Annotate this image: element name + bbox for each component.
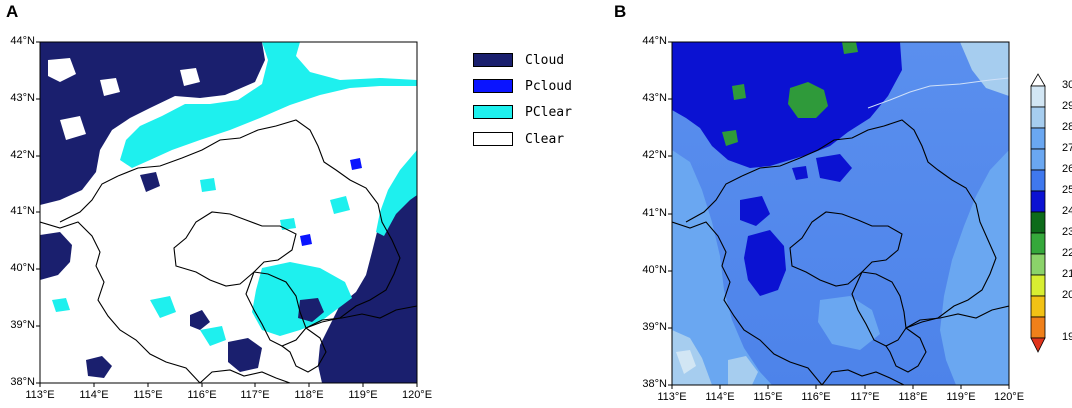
cloud-region-nw [40, 42, 265, 205]
boundaries-a [40, 119, 417, 383]
cloud-patch-s [86, 356, 112, 378]
colorbar-tick-230: 230 [1062, 226, 1072, 238]
panel-a-label: A [6, 2, 19, 21]
colorbar-tick-200: 200 [1062, 289, 1072, 301]
legend-label-cloud: Cloud [525, 52, 565, 68]
lat-label-a-41: 41°N [10, 205, 35, 217]
pclear-fringe-south [252, 262, 352, 336]
legend-item-pclear: PClear [473, 103, 572, 121]
colorbar-tick-290: 290 [1062, 100, 1072, 112]
legend-item-cloud: Cloud [473, 51, 564, 69]
legend-item-pcloud: Pcloud [473, 77, 572, 95]
legend-label-clear: Clear [525, 131, 565, 147]
cloud-patch-sw [228, 338, 262, 372]
cloud-region-w [40, 232, 72, 280]
lat-label-b-40: 40°N [642, 264, 667, 276]
colorbar-tick-280: 280 [1062, 121, 1072, 133]
legend-label-pclear: PClear [525, 104, 572, 120]
lon-label-b-120: 120°E [993, 391, 1025, 403]
colorbar [1030, 73, 1046, 353]
lon-label-b-118: 118°E [898, 391, 928, 403]
lon-label-a-114: 114°E [79, 389, 109, 401]
lon-label-a-115: 115°E [133, 389, 163, 401]
lon-label-b-117: 117°E [850, 391, 880, 403]
colorbar-tick-190: 190 [1062, 331, 1072, 343]
colorbar-tick-270: 270 [1062, 142, 1072, 154]
cloud-region-se [318, 195, 417, 383]
lat-label-b-38: 38°N [642, 378, 667, 390]
field-250-260-central [744, 230, 786, 296]
colorbar-tick-210: 210 [1062, 268, 1072, 280]
lat-label-b-43: 43°N [642, 92, 667, 104]
ticks-a [36, 41, 418, 387]
colorbar-tick-220: 220 [1062, 247, 1072, 259]
lat-label-b-39: 39°N [642, 321, 667, 333]
beijing-boundary-b [789, 211, 903, 287]
cloud-mask-map [40, 42, 417, 383]
beijing-boundary [173, 211, 297, 287]
legend-swatch-pcloud [473, 79, 513, 93]
lon-label-b-113: 113°E [657, 391, 687, 403]
ticks-b [668, 41, 1010, 389]
field-270-280-left [672, 150, 772, 385]
lon-label-a-119: 119°E [348, 389, 378, 401]
lon-label-b-116: 116°E [801, 391, 831, 403]
lat-label-a-39: 39°N [10, 319, 35, 331]
lat-label-a-40: 40°N [10, 262, 35, 274]
lat-label-a-38: 38°N [10, 376, 35, 388]
lat-label-a-44: 44°N [10, 35, 35, 47]
legend-item-clear: Clear [473, 130, 564, 148]
pclear-fringe-east [376, 150, 417, 236]
colorbar-tick-260: 260 [1062, 163, 1072, 175]
lon-label-a-120: 120°E [401, 389, 433, 401]
lat-label-a-42: 42°N [10, 149, 35, 161]
lat-label-b-42: 42°N [642, 149, 667, 161]
lon-label-a-116: 116°E [187, 389, 217, 401]
field-270-280-right [940, 150, 1009, 385]
colorbar-tick-300: 300 [1062, 79, 1072, 91]
lon-label-a-113: 113°E [25, 389, 55, 401]
field-240-250-patch [788, 82, 828, 118]
lat-label-a-43: 43°N [10, 92, 35, 104]
lon-label-b-114: 114°E [705, 391, 735, 403]
legend-label-pcloud: Pcloud [525, 78, 572, 94]
tianjin-boundary-b [851, 271, 907, 347]
legend-swatch-cloud [473, 53, 513, 67]
lat-label-b-44: 44°N [642, 35, 667, 47]
lat-label-b-41: 41°N [642, 207, 667, 219]
panel-b-label: B [614, 2, 627, 21]
lon-label-b-115: 115°E [753, 391, 783, 403]
lon-label-a-118: 118°E [294, 389, 324, 401]
lon-label-a-117: 117°E [240, 389, 270, 401]
boundaries-b [672, 119, 1009, 385]
colorbar-tick-250: 250 [1062, 184, 1072, 196]
legend-swatch-pclear [473, 105, 513, 119]
lon-label-b-119: 119°E [946, 391, 976, 403]
tianjin-boundary [245, 271, 307, 347]
legend-swatch-clear [473, 132, 513, 146]
colorbar-tick-240: 240 [1062, 205, 1072, 217]
